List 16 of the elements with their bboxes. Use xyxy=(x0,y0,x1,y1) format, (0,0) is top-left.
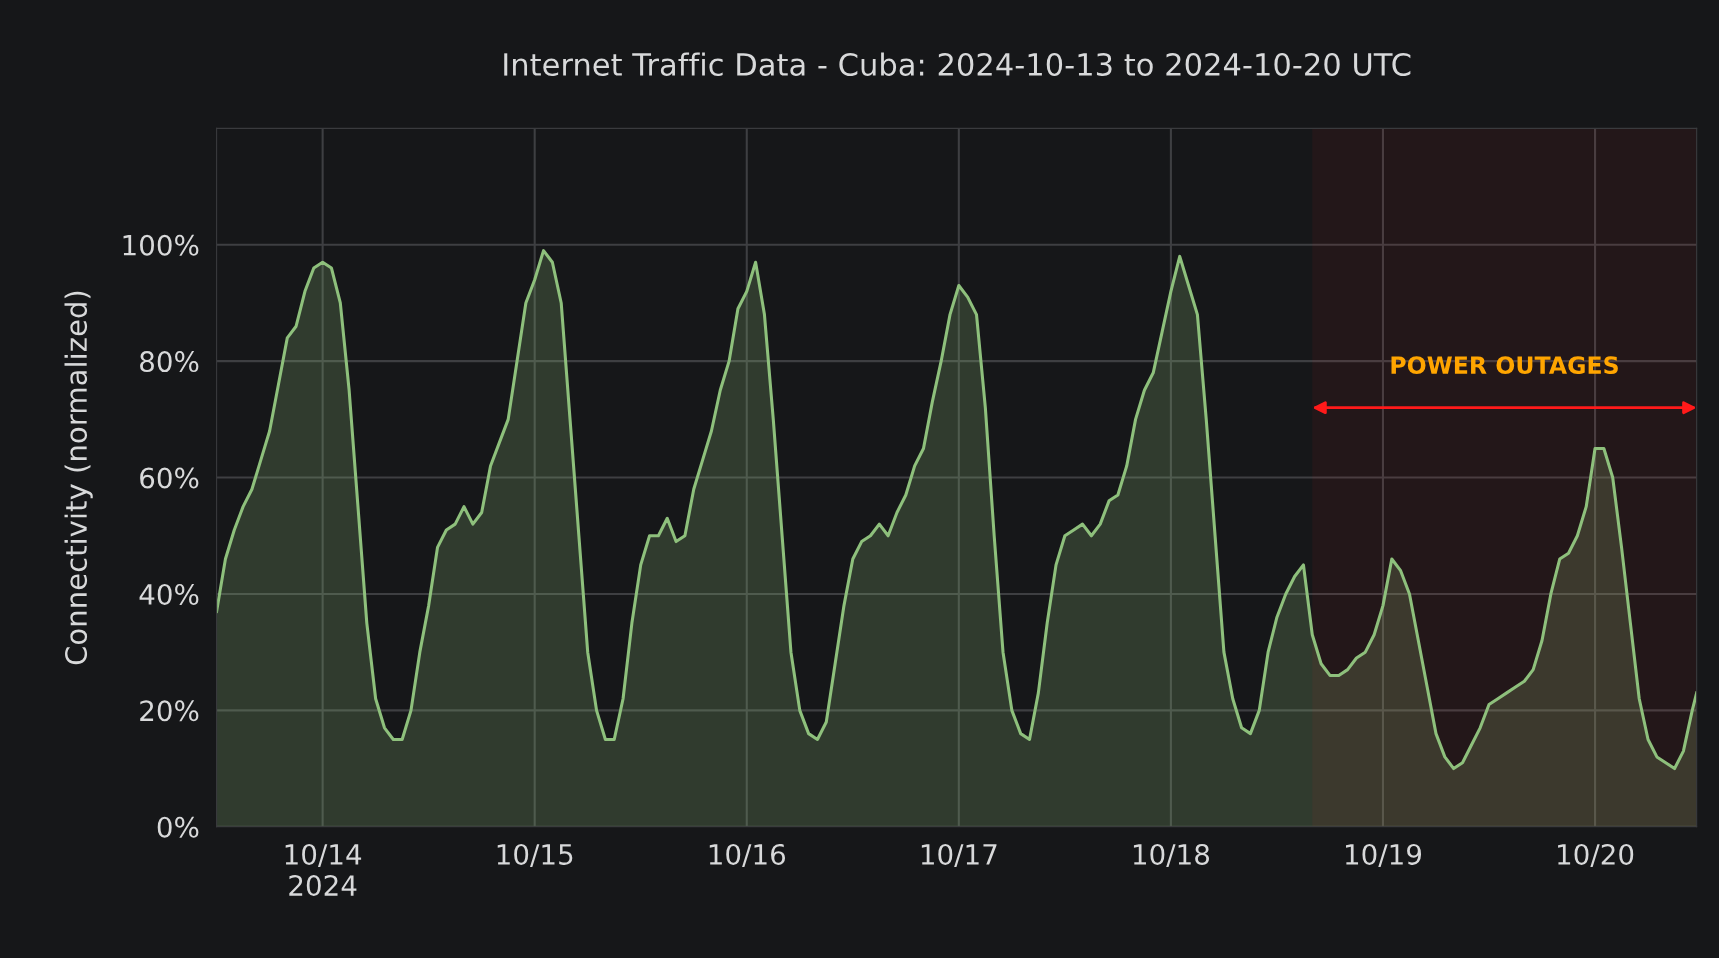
x-tick-label: 10/14 2024 xyxy=(285,843,362,897)
band-label: POWER OUTAGES xyxy=(1391,356,1618,375)
chart-title: Internet Traffic Data - Cuba: 2024-10-13 to 2024-10-20 UTC xyxy=(504,52,1411,77)
y-tick-label: 60% xyxy=(140,467,199,489)
x-tick-label: 10/18 xyxy=(1133,843,1210,868)
y-tick-label: 20% xyxy=(140,700,199,722)
y-tick-label: 40% xyxy=(139,583,199,605)
y-tick-label: 0% xyxy=(157,816,199,838)
y-tick-label: 100% xyxy=(123,234,199,256)
y-tick-label: 80% xyxy=(140,351,199,373)
x-tick-label: 10/17 xyxy=(921,843,997,868)
x-tick-label: 10/20 xyxy=(1558,843,1634,868)
y-axis-title: Connectivity (normalized) xyxy=(64,291,93,665)
x-tick-label: 10/15 xyxy=(497,843,573,868)
x-tick-label: 10/19 xyxy=(1345,843,1422,868)
x-tick-label: 10/16 xyxy=(709,843,786,868)
